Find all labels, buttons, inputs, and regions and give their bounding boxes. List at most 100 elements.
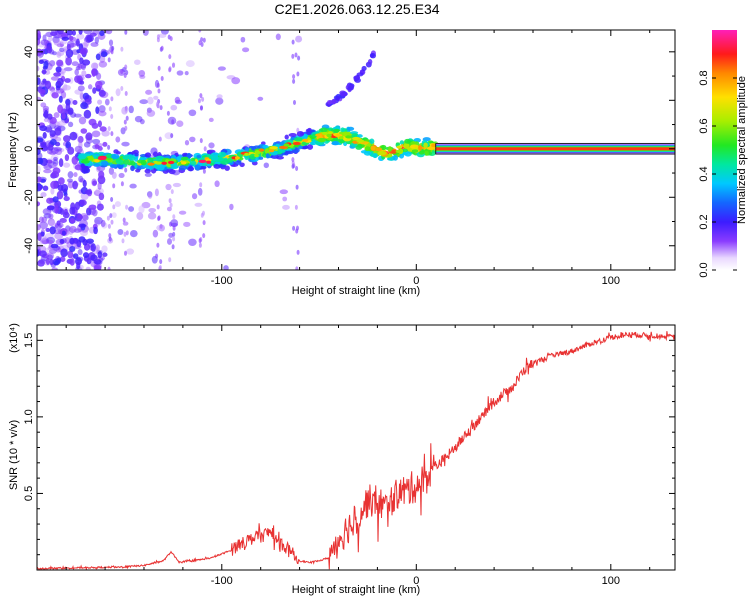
spectrogram-cell xyxy=(356,72,364,77)
spectrogram-cell xyxy=(59,208,65,215)
spectrogram-cell xyxy=(74,75,81,83)
spectrogram-cell xyxy=(91,122,99,129)
y-tick-label: -20 xyxy=(23,189,35,205)
x-tick-label: -100 xyxy=(211,275,233,287)
y-tick-label: -40 xyxy=(23,238,35,254)
spectrogram-cell xyxy=(58,177,65,185)
spectrogram-cell xyxy=(404,138,411,144)
spectrogram-cell xyxy=(115,88,121,97)
spectrogram-cell xyxy=(258,156,264,160)
spectrogram-cell xyxy=(189,160,197,166)
spectrogram-cell xyxy=(130,165,135,172)
spectrogram-cell xyxy=(97,251,103,259)
spectrogram-cell xyxy=(74,164,83,171)
spectrogram-cell xyxy=(295,228,299,234)
spectrogram-cell xyxy=(124,91,128,96)
spectrogram-cell xyxy=(377,150,386,156)
spectrogram-cell xyxy=(110,219,114,225)
spectrogram-cell xyxy=(72,180,78,190)
spectrogram-cell xyxy=(88,204,97,210)
spectrogram-cell xyxy=(305,128,312,133)
spectrogram-cell xyxy=(123,231,127,237)
spectrogram-cell xyxy=(95,106,100,114)
spectrogram-cell xyxy=(191,193,198,200)
spectrogram-cell xyxy=(148,207,157,213)
spectrogram-cell xyxy=(293,100,296,105)
spectrogram-cell xyxy=(206,149,216,154)
spectrogram-cell xyxy=(71,61,79,67)
spectrogram-cell xyxy=(326,133,332,138)
spectrogram-cell xyxy=(291,160,295,166)
spectrogram-cell xyxy=(186,152,192,159)
snr-ylabel: SNR (10 * v/v) xyxy=(8,420,20,490)
spectrogram-cell xyxy=(85,266,91,270)
spectrogram-cell xyxy=(198,98,201,104)
spectrogram-cell xyxy=(61,36,70,41)
spectrogram-cell xyxy=(101,160,109,166)
spectrogram-cell xyxy=(399,140,405,145)
spectrogram-cell xyxy=(120,181,124,187)
spectrogram-cell xyxy=(50,243,59,249)
spectrogram-cell xyxy=(68,225,77,233)
spectrogram-cell xyxy=(296,71,300,77)
spectrogram-cell xyxy=(124,167,128,173)
spectrogram-cell xyxy=(108,233,112,239)
spectrogram-cell xyxy=(134,152,139,157)
spectrogram-cell xyxy=(198,242,202,248)
spectrogram-cell xyxy=(55,66,62,73)
spectrogram-cell xyxy=(298,145,303,150)
spectrogram-cell xyxy=(89,32,97,37)
spectrogram-cell xyxy=(288,133,297,137)
spectrogram-cell xyxy=(423,142,428,149)
spectrogram-cell xyxy=(317,137,326,143)
spectrogram-cell xyxy=(49,130,56,138)
spectrogram-cell xyxy=(295,266,299,270)
spectrogram-cell xyxy=(278,149,286,153)
spectrogram-cell xyxy=(78,30,83,35)
spectrogram-cell xyxy=(50,76,60,81)
spectrogram-cell xyxy=(37,232,42,242)
spectrogram-cell xyxy=(123,119,127,125)
spectrogram-cell xyxy=(59,218,67,223)
spectrogram-cell xyxy=(157,88,161,94)
spectrogram-cell xyxy=(130,161,136,166)
spectrogram-cell xyxy=(111,171,117,179)
spectrogram-cell xyxy=(94,36,99,44)
spectrogram-cell xyxy=(188,238,197,247)
spectrogram-cell xyxy=(54,204,59,214)
spectrogram-cell xyxy=(59,256,66,263)
spectrogram-cell xyxy=(372,152,378,159)
spectrogram-cell xyxy=(71,30,76,36)
spectrogram-cell xyxy=(147,212,157,220)
spectrogram-cell xyxy=(42,185,49,191)
spectrogram-cell xyxy=(144,172,152,177)
spectrogram-cell xyxy=(129,183,137,189)
spectrogram-cell xyxy=(176,70,184,76)
spectrogram-cell xyxy=(64,154,70,162)
spectrogram-cell xyxy=(196,154,202,159)
spectrogram-cell xyxy=(418,150,425,155)
spectrogram-cell xyxy=(200,105,203,111)
spectrogram-cell xyxy=(60,248,68,258)
colorbar-tick-label: 0.6 xyxy=(698,118,710,133)
spectrogram-cell xyxy=(63,208,68,216)
spectrogram-cell xyxy=(275,33,281,41)
spectrogram-cell xyxy=(139,99,149,105)
spectrogram-cell xyxy=(198,30,202,33)
spectrogram-cell xyxy=(50,138,57,146)
spectrogram-cell xyxy=(78,135,84,143)
spectrogram-cell xyxy=(67,146,75,155)
spectrogram xyxy=(37,30,675,270)
spectrogram-cell xyxy=(42,112,48,118)
spectrogram-cell xyxy=(155,101,159,107)
spectrogram-cell xyxy=(375,147,383,152)
spectrogram-cell xyxy=(110,197,114,202)
spectrogram-cell xyxy=(63,67,73,72)
spectrogram-cell xyxy=(198,159,207,163)
spectrogram-cell xyxy=(156,164,165,171)
spectrogram-cell xyxy=(387,146,393,152)
spectrogram-cell xyxy=(418,144,423,151)
spectrogram-cell xyxy=(297,55,301,61)
spectrogram-cell xyxy=(93,264,102,270)
spectrogram-cell xyxy=(134,59,141,65)
